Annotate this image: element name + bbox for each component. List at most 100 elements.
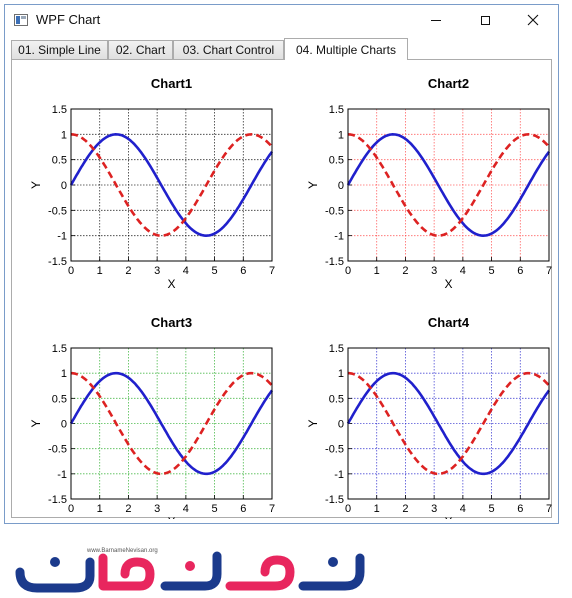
x-tick-label: 0 xyxy=(68,503,74,515)
x-tick-label: 6 xyxy=(240,265,246,277)
y-axis-label: Y xyxy=(306,419,320,427)
y-tick-label: 1.5 xyxy=(52,104,67,116)
logo-url: www.BarnameNevisan.org xyxy=(87,548,158,554)
series-cos-line xyxy=(70,133,273,237)
y-axis-label: Y xyxy=(29,181,43,189)
y-tick-label: 0 xyxy=(61,419,67,431)
y-tick-label: -1.5 xyxy=(48,494,67,506)
y-tick-label: -1.5 xyxy=(325,256,344,268)
logo-lettering xyxy=(15,551,365,593)
y-tick-label: 0.5 xyxy=(52,393,67,405)
site-logo: www.BarnameNevisan.org xyxy=(15,548,365,593)
y-tick-label: -1.5 xyxy=(48,256,67,268)
chart-title: Chart4 xyxy=(428,315,470,330)
x-tick-label: 1 xyxy=(374,503,380,515)
x-tick-label: 7 xyxy=(546,265,552,277)
chart-title: Chart1 xyxy=(151,76,192,91)
x-tick-label: 4 xyxy=(460,503,466,515)
series-cos-line xyxy=(348,371,551,476)
y-tick-label: 1 xyxy=(338,368,344,380)
y-tick-label: 0.5 xyxy=(329,393,344,405)
y-tick-label: -1 xyxy=(334,469,344,481)
y-tick-label: 0.5 xyxy=(329,155,344,167)
x-tick-label: 6 xyxy=(517,503,523,515)
chart-4: Chart4 0 1 2 3 4 5 6 7 1.5 1 0.5 0 -0.5 -1 -1.5 X Y xyxy=(306,315,552,519)
y-tick-label: 1.5 xyxy=(329,343,344,355)
x-tick-label: 3 xyxy=(431,265,437,277)
y-tick-label: 0 xyxy=(338,419,344,431)
series-sin-line xyxy=(346,133,551,237)
maximize-button[interactable] xyxy=(462,5,508,35)
y-tick-label: 1 xyxy=(338,129,344,141)
chart-3: Chart3 0 1 2 3 4 5 6 7 1.5 1 0.5 0 -0.5 -1 -1.5 X Y xyxy=(29,315,275,519)
series-cos-line xyxy=(71,371,274,476)
y-tick-label: 1.5 xyxy=(52,343,67,355)
tab-panel-multiple-charts: Chart1 0 1 2 3 4 5 6 7 1.5 1 0.5 0 -0.5 -1 -1.5 X Y Chart2… xyxy=(11,59,552,519)
minimize-button[interactable] xyxy=(413,5,459,35)
app-icon xyxy=(14,14,28,26)
y-tick-label: -0.5 xyxy=(325,444,344,456)
x-tick-label: 5 xyxy=(489,265,495,277)
y-tick-label: -0.5 xyxy=(48,444,67,456)
x-tick-label: 4 xyxy=(183,503,189,515)
y-tick-label: -1 xyxy=(57,469,67,481)
y-tick-label: -1 xyxy=(334,231,344,243)
x-tick-label: 7 xyxy=(269,503,275,515)
tab-multiple-charts[interactable]: 04. Multiple Charts xyxy=(284,38,408,60)
y-tick-label: 1 xyxy=(61,368,67,380)
x-tick-label: 7 xyxy=(546,503,552,515)
x-tick-label: 3 xyxy=(154,503,160,515)
chart-title: Chart2 xyxy=(428,76,469,91)
tab-chart[interactable]: 02. Chart xyxy=(108,40,173,59)
y-tick-label: 0.5 xyxy=(52,155,67,167)
chart-2: Chart2 0 1 2 3 4 5 6 7 1.5 1 0.5 0 -0.5 -1 -1.5 X Y xyxy=(306,76,552,291)
x-tick-label: 2 xyxy=(402,265,408,277)
x-tick-label: 5 xyxy=(212,265,218,277)
x-tick-label: 5 xyxy=(489,503,495,515)
main-window: WPF Chart 01. Simple Line 02. Chart 03. … xyxy=(4,4,559,524)
y-tick-label: 0 xyxy=(61,180,67,192)
y-tick-label: -1.5 xyxy=(325,494,344,506)
x-tick-label: 3 xyxy=(154,265,160,277)
series-sin-line xyxy=(346,371,551,476)
y-tick-label: -1 xyxy=(57,231,67,243)
close-icon xyxy=(527,14,539,26)
y-tick-label: -0.5 xyxy=(48,205,67,217)
x-axis-label: X xyxy=(167,515,175,519)
x-tick-label: 6 xyxy=(240,503,246,515)
series-sin-line xyxy=(69,133,274,237)
title-bar[interactable]: WPF Chart xyxy=(5,5,558,35)
x-tick-label: 7 xyxy=(269,265,275,277)
x-axis-label: X xyxy=(444,277,452,291)
y-tick-label: 1 xyxy=(61,129,67,141)
chart-title: Chart3 xyxy=(151,315,192,330)
x-tick-label: 3 xyxy=(431,503,437,515)
x-tick-label: 4 xyxy=(460,265,466,277)
x-tick-label: 0 xyxy=(345,265,351,277)
x-axis-label: X xyxy=(167,277,175,291)
x-axis-label: X xyxy=(444,515,452,519)
charts-area: Chart1 0 1 2 3 4 5 6 7 1.5 1 0.5 0 -0.5 -1 -1.5 X Y Chart2… xyxy=(29,76,552,519)
plot-border xyxy=(347,108,550,262)
x-tick-label: 2 xyxy=(125,503,131,515)
plot-border xyxy=(70,347,273,500)
y-axis-label: Y xyxy=(306,181,320,189)
x-tick-label: 0 xyxy=(345,503,351,515)
x-tick-label: 5 xyxy=(212,503,218,515)
window-title: WPF Chart xyxy=(36,12,101,27)
maximize-icon xyxy=(480,15,490,25)
series-sin-line xyxy=(69,371,274,476)
x-tick-label: 2 xyxy=(125,265,131,277)
x-tick-label: 1 xyxy=(97,265,103,277)
x-tick-label: 0 xyxy=(68,265,74,277)
x-tick-label: 6 xyxy=(517,265,523,277)
chart-1: Chart1 0 1 2 3 4 5 6 7 1.5 1 0.5 0 -0.5 -1 -1.5 X Y xyxy=(29,76,275,291)
tab-simple-line[interactable]: 01. Simple Line xyxy=(11,40,108,59)
y-tick-label: 1.5 xyxy=(329,104,344,116)
close-button[interactable] xyxy=(510,5,556,35)
minimize-icon xyxy=(431,19,441,21)
y-axis-label: Y xyxy=(29,419,43,427)
x-tick-label: 1 xyxy=(97,503,103,515)
tab-chart-control[interactable]: 03. Chart Control xyxy=(173,40,284,59)
y-tick-label: -0.5 xyxy=(325,205,344,217)
